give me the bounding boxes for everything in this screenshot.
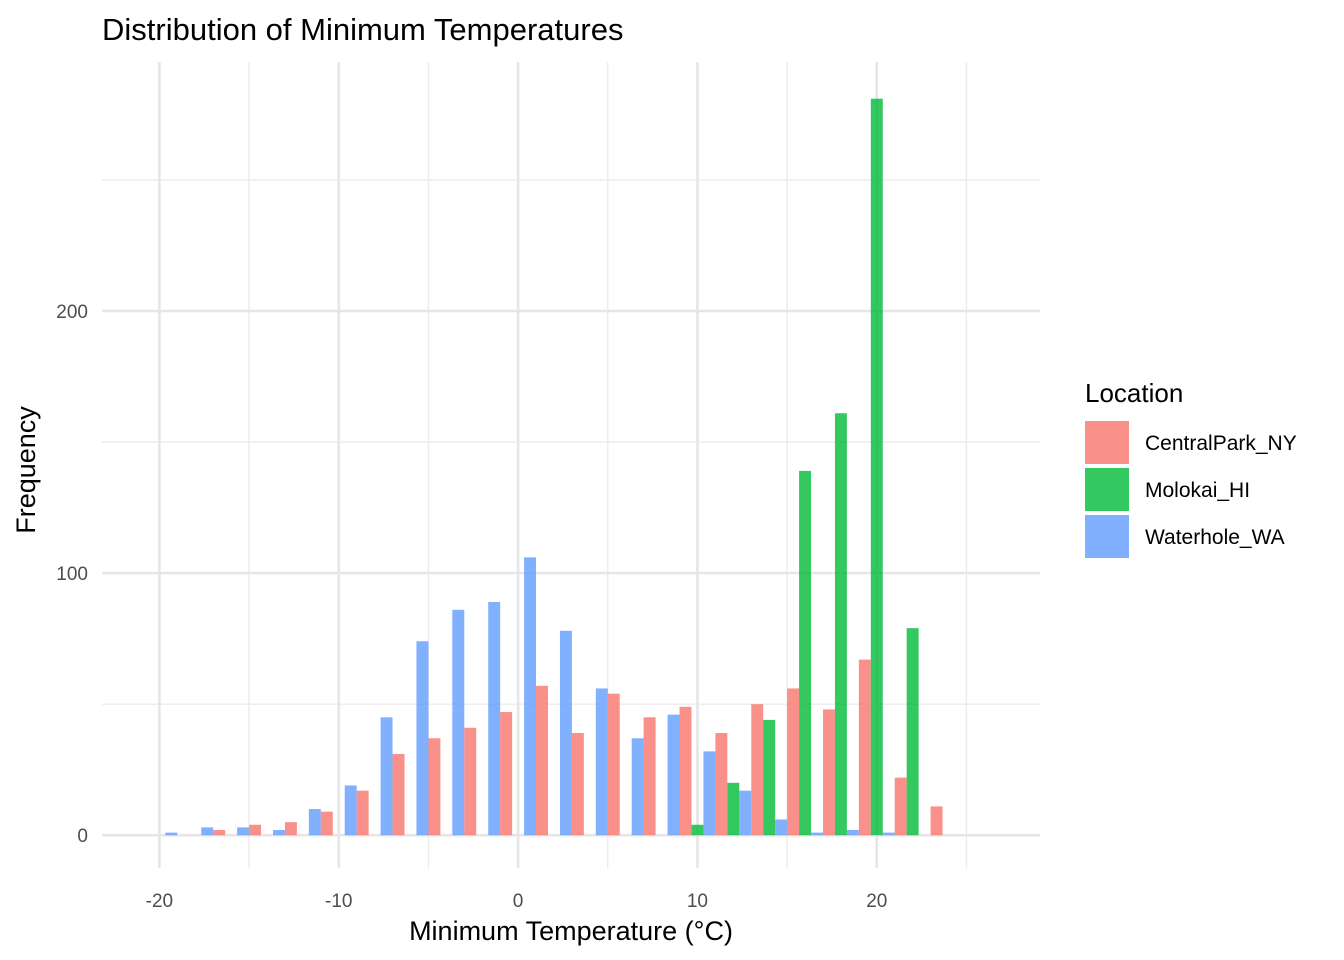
bar-waterhole-wa: [524, 557, 537, 836]
legend-item: Waterhole_WA: [1085, 515, 1285, 558]
legend-label: Molokai_HI: [1145, 479, 1250, 502]
bar-centralpark-ny: [571, 733, 584, 836]
legend-swatch: [1085, 421, 1129, 464]
bar-waterhole-wa: [559, 630, 572, 836]
histogram-bars: [165, 98, 943, 836]
x-axis-title: Minimum Temperature (°C): [409, 916, 733, 946]
bar-centralpark-ny: [249, 824, 262, 836]
bar-waterhole-wa: [631, 738, 644, 836]
bar-centralpark-ny: [464, 727, 477, 836]
bar-waterhole-wa: [308, 809, 321, 836]
bar-molokai-hi: [763, 719, 776, 836]
bar-centralpark-ny: [284, 822, 297, 836]
bar-molokai-hi: [799, 470, 812, 836]
y-tick-label: 0: [77, 826, 88, 847]
bar-molokai-hi: [727, 782, 740, 836]
bar-waterhole-wa: [667, 714, 680, 836]
x-tick-label: 10: [687, 891, 708, 912]
bar-waterhole-wa: [739, 790, 752, 836]
bar-waterhole-wa: [775, 819, 788, 836]
bar-centralpark-ny: [607, 693, 620, 836]
bar-waterhole-wa: [344, 785, 357, 836]
legend-swatch: [1085, 468, 1129, 511]
legend-label: Waterhole_WA: [1145, 526, 1285, 549]
bar-waterhole-wa: [882, 832, 895, 836]
bar-centralpark-ny: [751, 704, 764, 836]
x-tick-label: 20: [866, 891, 887, 912]
bar-waterhole-wa: [452, 609, 465, 836]
y-axis-ticks: 0 100 200: [56, 302, 88, 847]
bar-waterhole-wa: [201, 827, 214, 836]
y-axis-title: Frequency: [11, 406, 41, 534]
bar-centralpark-ny: [894, 777, 907, 836]
bar-waterhole-wa: [272, 829, 285, 836]
bar-centralpark-ny: [679, 706, 692, 836]
bar-centralpark-ny: [822, 709, 835, 836]
bar-centralpark-ny: [715, 733, 728, 836]
bar-waterhole-wa: [811, 832, 823, 836]
y-tick-label: 100: [56, 564, 88, 585]
bar-centralpark-ny: [500, 712, 513, 836]
x-axis-ticks: -20 -10 0 10 20: [146, 891, 888, 912]
bar-centralpark-ny: [787, 688, 800, 836]
bar-molokai-hi: [906, 628, 919, 836]
bar-waterhole-wa: [380, 717, 393, 836]
x-tick-label: -20: [146, 891, 173, 912]
bar-centralpark-ny: [930, 806, 943, 836]
bar-molokai-hi: [870, 98, 883, 836]
bar-waterhole-wa: [595, 688, 608, 836]
bar-molokai-hi: [691, 824, 704, 836]
bar-waterhole-wa: [416, 641, 429, 836]
bar-waterhole-wa: [703, 751, 716, 836]
legend: Location CentralPark_NY Molokai_HI Waterho…: [1085, 378, 1297, 558]
legend-label: CentralPark_NY: [1145, 432, 1297, 455]
bar-centralpark-ny: [392, 753, 405, 836]
bar-centralpark-ny: [320, 811, 333, 836]
bar-waterhole-wa: [846, 829, 859, 836]
bar-centralpark-ny: [643, 717, 656, 836]
legend-title: Location: [1085, 378, 1183, 408]
bar-waterhole-wa: [165, 832, 178, 836]
y-tick-label: 200: [56, 302, 88, 323]
bar-centralpark-ny: [536, 685, 548, 836]
x-tick-label: -10: [325, 891, 352, 912]
legend-item: CentralPark_NY: [1085, 421, 1297, 464]
bar-centralpark-ny: [356, 790, 369, 836]
chart-title: Distribution of Minimum Temperatures: [102, 12, 623, 47]
x-tick-label: 0: [513, 891, 524, 912]
bar-centralpark-ny: [428, 738, 441, 836]
bar-centralpark-ny: [213, 829, 226, 836]
bar-centralpark-ny: [858, 659, 871, 836]
bar-waterhole-wa: [237, 827, 250, 836]
bar-waterhole-wa: [488, 601, 501, 836]
bar-molokai-hi: [834, 413, 847, 836]
legend-swatch: [1085, 515, 1129, 558]
legend-item: Molokai_HI: [1085, 468, 1250, 511]
